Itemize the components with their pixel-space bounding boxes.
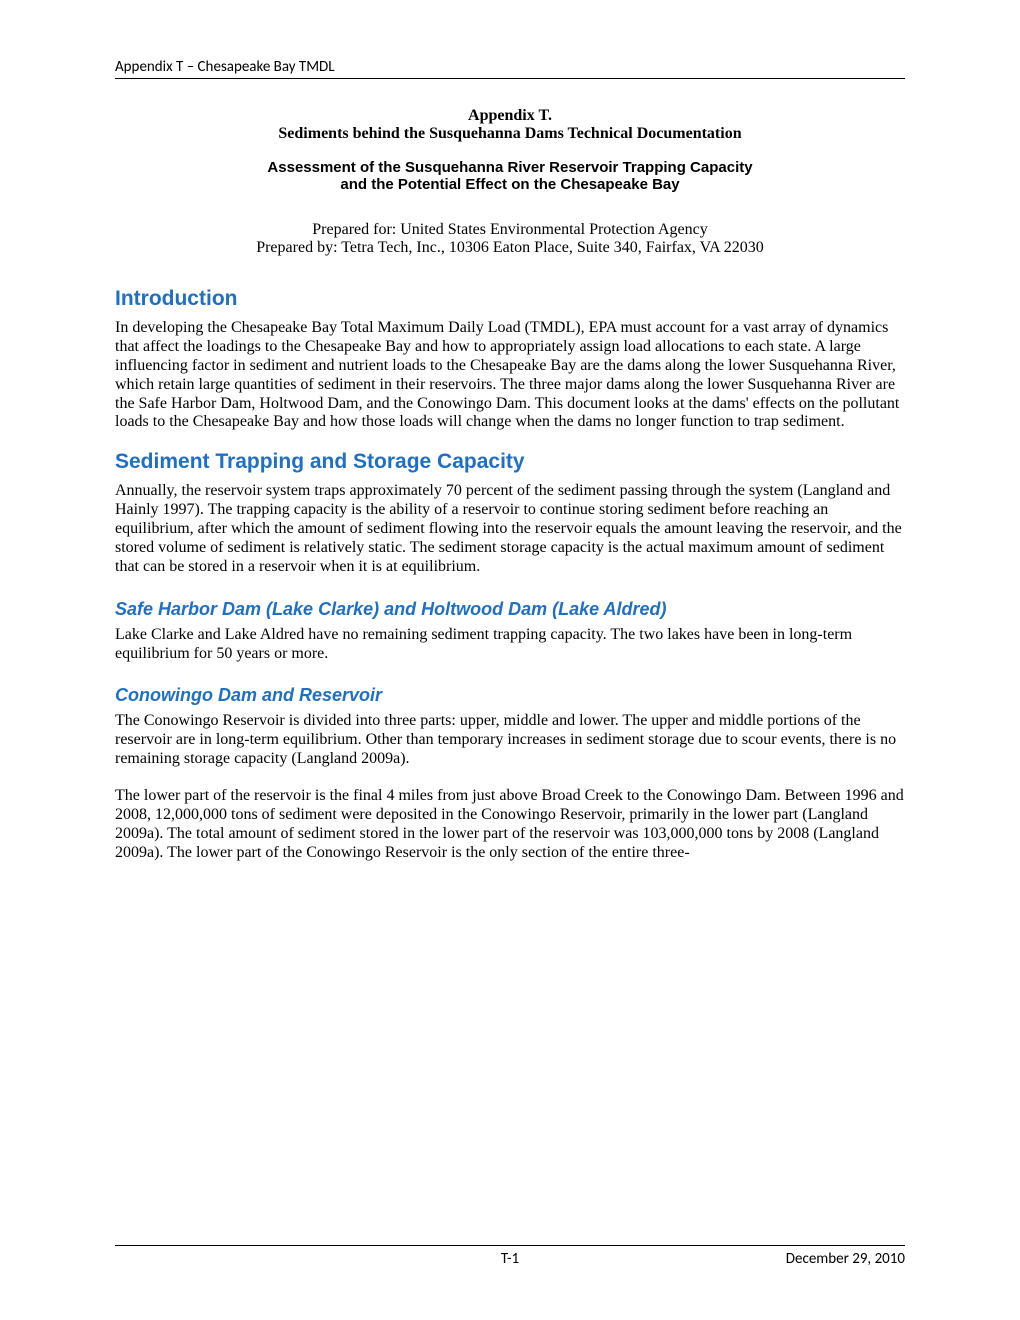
document-page: Appendix T – Chesapeake Bay TMDL Appendi… bbox=[0, 0, 1020, 941]
paragraph-introduction: In developing the Chesapeake Bay Total M… bbox=[115, 319, 905, 432]
footer-date: December 29, 2010 bbox=[642, 1250, 905, 1268]
subheading-safe-harbor: Safe Harbor Dam (Lake Clarke) and Holtwo… bbox=[115, 599, 905, 620]
appendix-title-line1: Appendix T. bbox=[115, 107, 905, 125]
heading-trapping: Sediment Trapping and Storage Capacity bbox=[115, 450, 905, 474]
page-footer: T-1 December 29, 2010 bbox=[115, 1245, 905, 1268]
footer-left bbox=[115, 1250, 378, 1268]
prepared-for: Prepared for: United States Environmenta… bbox=[115, 221, 905, 239]
paragraph-safe-harbor: Lake Clarke and Lake Aldred have no rema… bbox=[115, 626, 905, 664]
running-header: Appendix T – Chesapeake Bay TMDL bbox=[115, 58, 905, 79]
subtitle-line1: Assessment of the Susquehanna River Rese… bbox=[115, 159, 905, 176]
prepared-by: Prepared by: Tetra Tech, Inc., 10306 Eat… bbox=[115, 239, 905, 257]
title-block: Appendix T. Sediments behind the Susqueh… bbox=[115, 107, 905, 193]
appendix-title-line2: Sediments behind the Susquehanna Dams Te… bbox=[115, 125, 905, 143]
heading-introduction: Introduction bbox=[115, 287, 905, 311]
paragraph-conowingo-1: The Conowingo Reservoir is divided into … bbox=[115, 712, 905, 769]
paragraph-conowingo-2: The lower part of the reservoir is the f… bbox=[115, 787, 905, 863]
prepared-block: Prepared for: United States Environmenta… bbox=[115, 221, 905, 257]
footer-page-number: T-1 bbox=[378, 1250, 641, 1268]
subtitle-line2: and the Potential Effect on the Chesapea… bbox=[115, 176, 905, 193]
subheading-conowingo: Conowingo Dam and Reservoir bbox=[115, 685, 905, 706]
paragraph-trapping: Annually, the reservoir system traps app… bbox=[115, 482, 905, 576]
